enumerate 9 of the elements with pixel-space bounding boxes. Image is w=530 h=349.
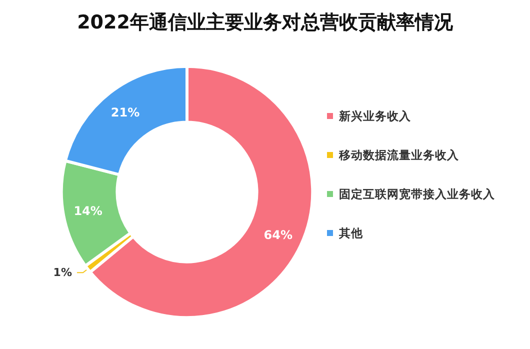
data-label: 14% — [74, 204, 102, 218]
data-label: 64% — [264, 228, 292, 242]
legend-label: 固定互联网宽带接入业务收入 — [339, 187, 496, 201]
legend-label: 新兴业务收入 — [338, 109, 412, 123]
data-label: 21% — [110, 105, 140, 120]
chart-title: 2022年通信业主要业务对总营收贡献率情况 — [77, 12, 454, 34]
legend-label: 移动数据流量业务收入 — [338, 148, 460, 162]
legend-label: 其他 — [338, 226, 364, 240]
data-label: 1% — [53, 266, 72, 280]
